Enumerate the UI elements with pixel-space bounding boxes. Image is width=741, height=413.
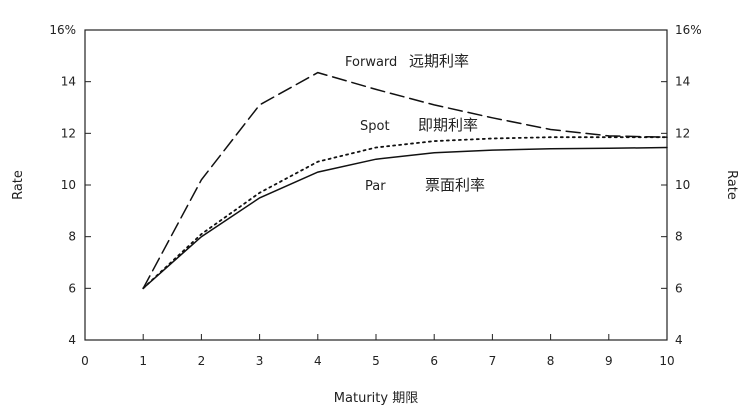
x-tick-label: 9 — [605, 354, 613, 368]
annotation-forward-label-cn: 远期利率 — [409, 52, 469, 70]
y-tick-label-left: 10 — [61, 178, 76, 192]
y-axis-title-left: Rate — [11, 170, 26, 200]
y-tick-label-left: 4 — [68, 333, 76, 347]
x-tick-label: 5 — [372, 354, 380, 368]
x-tick-label: 2 — [198, 354, 206, 368]
x-tick-label: 0 — [81, 354, 89, 368]
x-tick-label: 4 — [314, 354, 322, 368]
y-tick-label-left: 8 — [68, 230, 76, 244]
y-tick-label-right: 4 — [675, 333, 683, 347]
series-layer — [142, 71, 668, 290]
annotation-par-label: Par — [365, 179, 386, 194]
y-tick-label-left: 12 — [61, 126, 76, 140]
y-tick-label-left: 14 — [61, 75, 76, 89]
series-line-forward — [142, 71, 668, 290]
x-tick-label: 8 — [547, 354, 555, 368]
y-axis-title-right: Rate — [724, 170, 739, 200]
y-tick-label-right: 10 — [675, 178, 690, 192]
y-tick-label-right: 6 — [675, 281, 683, 295]
y-tick-label-right: 8 — [675, 230, 683, 244]
annotation-forward-label: Forward — [345, 55, 397, 70]
y-tick-label-right: 14 — [675, 75, 690, 89]
x-tick-label: 10 — [659, 354, 674, 368]
series-line-spot — [142, 136, 668, 290]
x-tick-label: 3 — [256, 354, 264, 368]
y-tick-label-right: 12 — [675, 126, 690, 140]
y-tick-label-left: 16% — [49, 23, 76, 37]
annotation-spot-label-cn: 即期利率 — [418, 116, 478, 134]
annotation-spot-label: Spot — [360, 119, 390, 134]
annotation-par-label-cn: 票面利率 — [425, 176, 485, 194]
x-tick-label: 1 — [139, 354, 147, 368]
series-line-par — [142, 146, 668, 290]
y-tick-label-right: 16% — [675, 23, 702, 37]
x-tick-label: 6 — [430, 354, 438, 368]
y-tick-label-left: 6 — [68, 281, 76, 295]
x-tick-label: 7 — [489, 354, 497, 368]
x-axis-title: Maturity 期限 — [334, 391, 418, 406]
